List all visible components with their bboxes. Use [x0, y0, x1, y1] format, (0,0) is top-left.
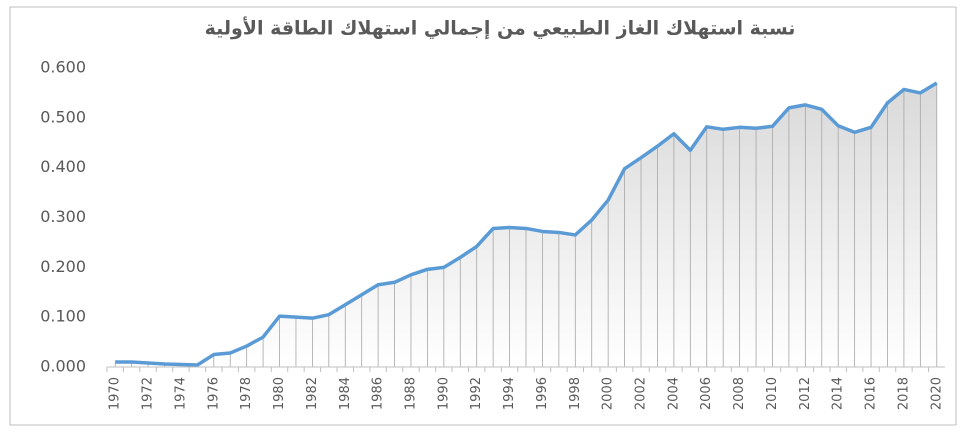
x-tick-label: 1992 [469, 377, 484, 410]
chart-title: نسبة استهلاك الغاز الطبيعي من إجمالي است… [205, 17, 796, 40]
area [115, 82, 937, 367]
x-tick-label: 1994 [502, 377, 517, 410]
x-tick-label: 2018 [896, 377, 911, 410]
x-tick-label: 1974 [173, 377, 188, 410]
x-tick-label: 1988 [403, 377, 418, 410]
x-tick-label: 1970 [108, 377, 123, 410]
x-tick-label: 2000 [601, 377, 616, 410]
y-tick-label: 0.000 [40, 357, 86, 376]
x-tick-label: 1976 [206, 377, 221, 410]
y-tick-label: 0.500 [40, 107, 86, 126]
x-tick-label: 2004 [666, 377, 681, 410]
y-tick-label: 0.400 [40, 157, 86, 176]
x-tick-label: 2002 [634, 377, 649, 410]
y-tick-label: 0.300 [40, 207, 86, 226]
x-tick-label: 2020 [929, 377, 944, 410]
x-tick-label: 2012 [798, 377, 813, 410]
x-tick-label: 2014 [831, 377, 846, 410]
x-tick-label: 1980 [272, 377, 287, 410]
x-tick-label: 1998 [568, 377, 583, 410]
x-tick-label: 2008 [732, 377, 747, 410]
x-tick-label: 1972 [141, 377, 156, 410]
y-tick-label: 0.100 [40, 307, 86, 326]
x-tick-label: 1982 [305, 377, 320, 410]
x-tick-label: 1984 [338, 377, 353, 410]
x-tick-label: 1996 [535, 377, 550, 410]
x-tick-label: 2016 [864, 377, 879, 410]
x-tick-label: 2006 [699, 377, 714, 410]
x-tick-label: 1978 [239, 377, 254, 410]
line [115, 81, 938, 367]
y-tick-label: 0.200 [40, 257, 86, 276]
y-tick-label: 0.600 [40, 58, 86, 77]
x-tick-label: 1986 [371, 377, 386, 410]
x-tick-label: 2010 [765, 377, 780, 410]
x-tick-label: 1990 [436, 377, 451, 410]
